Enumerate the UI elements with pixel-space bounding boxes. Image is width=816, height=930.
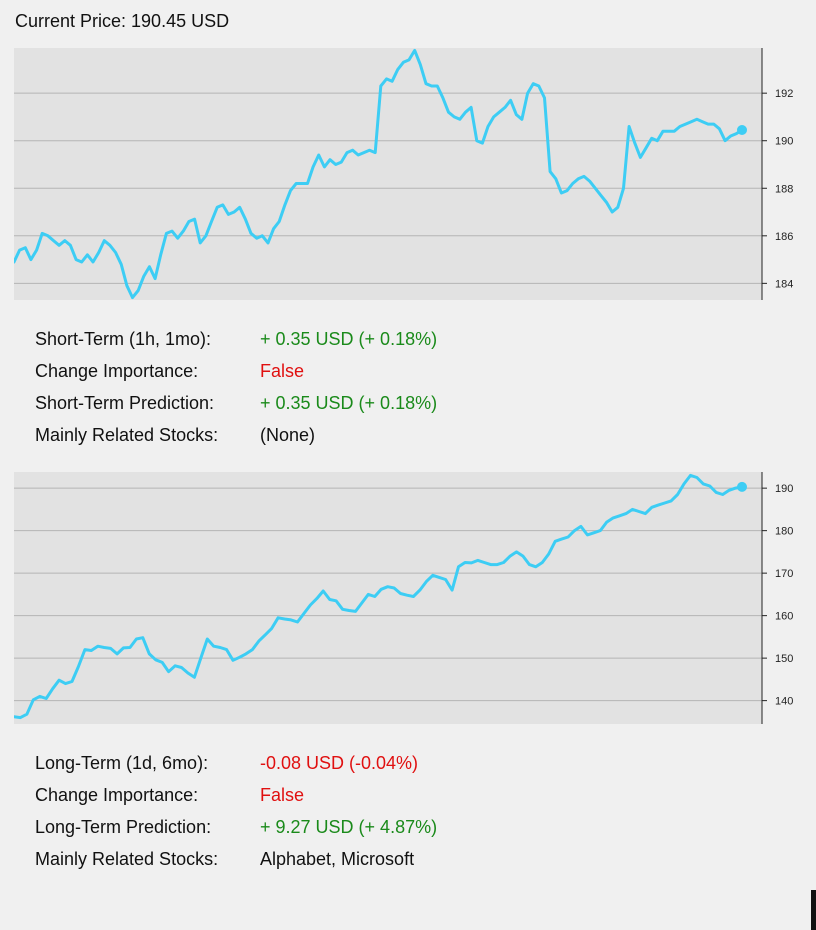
long-term-plot-area <box>14 472 762 724</box>
window-corner-mark <box>811 890 816 930</box>
long-term-last-point <box>737 481 747 492</box>
long-term-change-value: -0.08 USD (-0.04%) <box>260 753 419 773</box>
short-term-last-point <box>737 125 747 136</box>
long-term-prediction-label: Long-Term Prediction: <box>35 817 212 837</box>
short-term-tick-label: 190 <box>775 136 793 148</box>
long-term-change-label: Long-Term (1d, 6mo): <box>35 753 209 773</box>
short-term-change-value: + 0.35 USD (+ 0.18%) <box>260 329 438 349</box>
long-term-related-label: Mainly Related Stocks: <box>35 849 219 869</box>
long-term-tick-label: 170 <box>775 568 793 580</box>
short-term-plot-area <box>14 48 762 300</box>
long-term-price-chart: 140 150 160 170 180 190 <box>14 472 800 724</box>
short-term-importance-value: False <box>260 361 305 381</box>
long-term-tick-label: 150 <box>775 653 793 665</box>
short-term-related-value: (None) <box>260 425 316 445</box>
long-term-importance-label: Change Importance: <box>35 785 199 805</box>
long-term-prediction-value: + 9.27 USD (+ 4.87%) <box>260 817 438 837</box>
long-term-series-line <box>14 473 744 720</box>
short-term-change-label: Short-Term (1h, 1mo): <box>35 329 212 349</box>
short-term-prediction-label: Short-Term Prediction: <box>35 393 215 413</box>
short-term-tick-label: 186 <box>775 231 793 243</box>
short-term-chart-svg: 184 186 188 190 192 <box>14 48 793 300</box>
long-term-importance-value: False <box>260 785 305 805</box>
short-term-prediction-value: + 0.35 USD (+ 0.18%) <box>260 393 438 413</box>
short-term-price-chart: 184 186 188 190 192 <box>14 48 800 300</box>
long-term-chart-svg: 140 150 160 170 180 190 <box>14 472 793 724</box>
long-term-tick-label: 180 <box>775 526 793 538</box>
short-term-tick-label: 192 <box>775 88 793 100</box>
long-term-related-value: Alphabet, Microsoft <box>260 849 415 869</box>
short-term-tick-label: 188 <box>775 183 793 195</box>
short-term-series-line <box>14 48 744 300</box>
short-term-tick-label: 184 <box>775 278 793 290</box>
short-term-importance-label: Change Importance: <box>35 361 199 381</box>
short-term-related-label: Mainly Related Stocks: <box>35 425 219 445</box>
current-price-label: Current Price: 190.45 USD <box>15 11 230 31</box>
long-term-tick-label: 190 <box>775 483 793 495</box>
long-term-tick-label: 160 <box>775 611 793 623</box>
long-term-tick-label: 140 <box>775 696 793 708</box>
